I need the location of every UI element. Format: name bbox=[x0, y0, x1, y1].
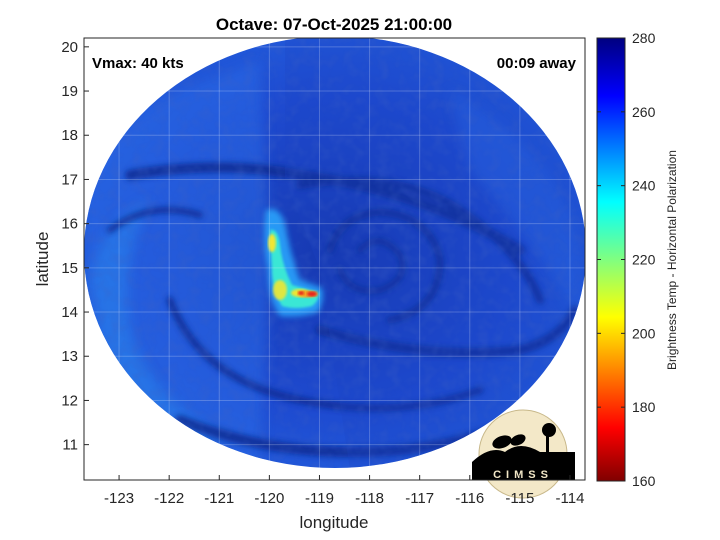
x-tick-label: -115 bbox=[505, 490, 534, 507]
colorbar-title: Brightness Temp - Horizontal Polarizatio… bbox=[665, 150, 679, 370]
x-tick-label: -119 bbox=[305, 490, 334, 507]
satellite-dish-icon bbox=[492, 435, 512, 449]
x-tick-label: -116 bbox=[455, 490, 484, 507]
colorbar-tick-label: 160 bbox=[632, 473, 656, 489]
y-tick-label: 16 bbox=[61, 216, 78, 233]
y-tick-label: 13 bbox=[61, 348, 78, 365]
colorbar-tick-label: 220 bbox=[632, 252, 656, 268]
convection-cluster bbox=[264, 209, 323, 317]
vmax-label: Vmax: 40 kts bbox=[92, 55, 184, 72]
y-tick-label: 19 bbox=[61, 83, 78, 100]
time-away-label: 00:09 away bbox=[497, 55, 577, 72]
cimss-logo: CIMSS bbox=[472, 409, 575, 499]
y-tick-label: 17 bbox=[61, 171, 78, 188]
colorbar-tick-label: 260 bbox=[632, 104, 656, 120]
x-tick-label: -121 bbox=[204, 490, 234, 507]
colorbar-tick-label: 200 bbox=[632, 325, 656, 341]
colorbar-tick-label: 280 bbox=[632, 30, 656, 46]
y-tick-label: 15 bbox=[61, 260, 78, 277]
cimss-logo-text: CIMSS bbox=[493, 469, 553, 481]
x-tick-label: -122 bbox=[154, 490, 184, 507]
plot-title: Octave: 07-Oct-2025 21:00:00 bbox=[216, 15, 452, 34]
y-tick-label: 14 bbox=[61, 304, 78, 321]
x-axis: -123 -122 -121 -120 -119 -118 -117 -116 -115 -114 bbox=[104, 475, 584, 507]
x-tick-label: -120 bbox=[254, 490, 284, 507]
x-tick-label: -114 bbox=[556, 490, 585, 507]
x-tick-label: -117 bbox=[405, 490, 434, 507]
y-tick-label: 20 bbox=[61, 39, 78, 56]
x-tick-label: -118 bbox=[355, 490, 384, 507]
y-tick-label: 11 bbox=[62, 437, 78, 454]
x-axis-title: longitude bbox=[299, 513, 368, 532]
y-tick-label: 18 bbox=[61, 127, 78, 144]
colorbar-tick-label: 180 bbox=[632, 399, 656, 415]
colorbar-tick-label: 240 bbox=[632, 178, 656, 194]
water-tower-icon bbox=[546, 428, 549, 454]
y-axis-title: latitude bbox=[33, 232, 52, 287]
colorbar-gradient bbox=[596, 37, 626, 482]
x-tick-label: -123 bbox=[104, 490, 134, 507]
colorbar: 280 260 240 220 200 180 160 Brightness Temp - … bbox=[596, 30, 679, 489]
microwave-swath bbox=[84, 38, 585, 468]
y-axis: 20 19 18 17 16 15 14 13 12 11 bbox=[61, 39, 89, 454]
y-tick-label: 12 bbox=[61, 392, 78, 409]
